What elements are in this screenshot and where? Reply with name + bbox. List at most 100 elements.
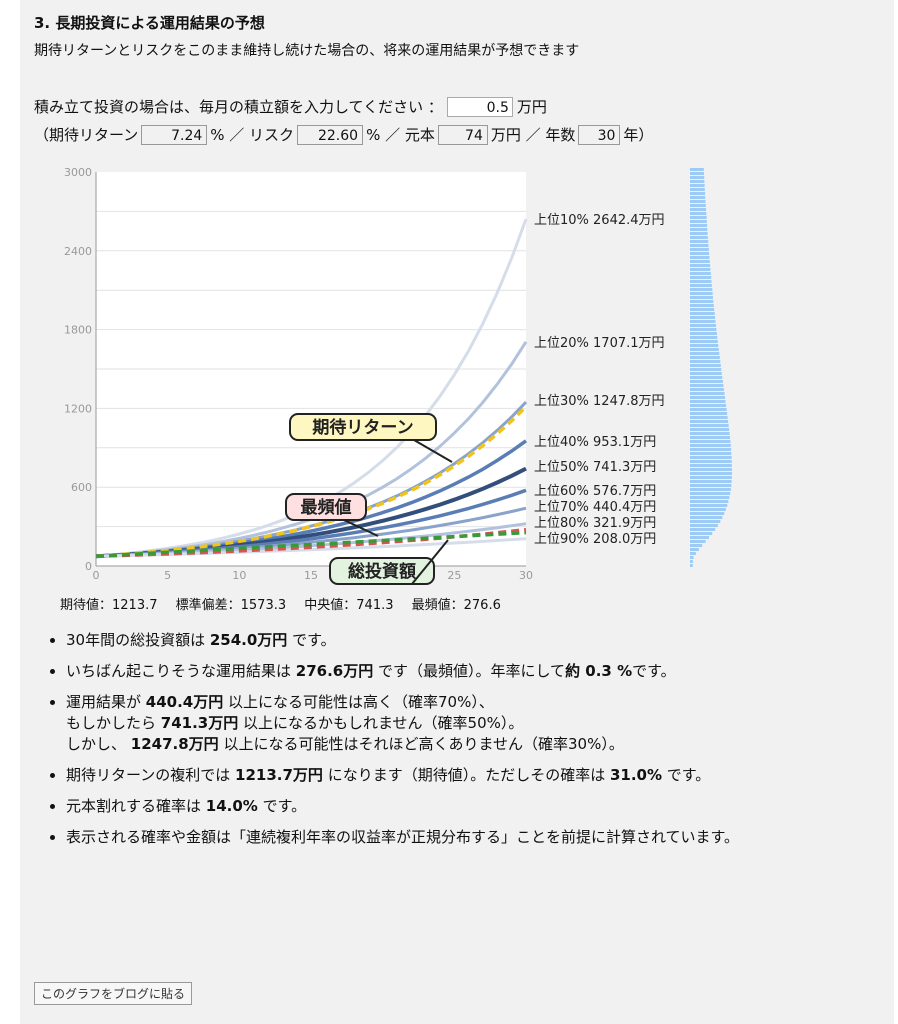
distribution-bar	[690, 332, 717, 335]
distribution-bar	[690, 308, 715, 311]
distribution-bar	[690, 364, 721, 367]
distribution-bar	[690, 456, 732, 459]
series-label: 上位50% 741.3万円	[534, 460, 656, 475]
list-item: 30年間の総投資額は 254.0万円 です。	[66, 630, 886, 651]
distribution-bar	[690, 312, 715, 315]
distribution-bar	[690, 252, 710, 255]
list-item: 運用結果が 440.4万円 以上になる可能性は高く（確率70%）、 もしかしたら…	[66, 692, 886, 755]
principal-value: 74	[437, 124, 488, 145]
distribution-bar	[690, 492, 731, 495]
distribution-bar	[690, 448, 732, 451]
distribution-bar	[690, 376, 723, 379]
distribution-bar	[690, 408, 727, 411]
distribution-bar	[690, 208, 706, 211]
annotation-line	[95, 405, 528, 559]
distribution-bar	[690, 200, 706, 203]
distribution-bar	[690, 504, 728, 507]
distribution-bar	[690, 560, 693, 563]
y-tick-label: 1800	[64, 324, 92, 337]
distribution-bar	[690, 212, 707, 215]
distribution-bar	[690, 204, 706, 207]
monthly-unit: 万円	[516, 98, 547, 116]
distribution-bar	[690, 400, 726, 403]
params-principal-unit: 万円 ／ 年数	[490, 126, 576, 144]
params-open: （期待リターン	[34, 126, 139, 144]
series-label: 上位80% 321.9万円	[534, 516, 656, 531]
distribution-bar	[690, 472, 732, 475]
distribution-bar	[690, 440, 731, 443]
distribution-bar	[690, 372, 722, 375]
x-tick-label: 25	[447, 569, 461, 582]
distribution-bar	[690, 424, 729, 427]
distribution-bar	[690, 468, 732, 471]
distribution-bar	[690, 384, 724, 387]
distribution-bar	[690, 336, 718, 339]
distribution-bar	[690, 520, 721, 523]
distribution-bar	[690, 392, 725, 395]
distribution-bar	[690, 296, 713, 299]
callout-mode-pointer	[343, 519, 379, 537]
series-label: 上位30% 1247.8万円	[534, 394, 665, 409]
list-item: 表示される確率や金額は「連続複利年率の収益率が正規分布する」ことを前提に計算され…	[66, 827, 886, 848]
distribution-bar	[690, 316, 716, 319]
x-tick-label: 15	[304, 569, 318, 582]
distribution-bar	[690, 428, 730, 431]
expected-return-value: 7.24	[141, 124, 208, 145]
distribution-bar	[690, 556, 694, 559]
series-label: 上位90% 208.0万円	[534, 532, 656, 547]
distribution-bar	[690, 500, 729, 503]
distribution-bar	[690, 464, 732, 467]
distribution-bar	[690, 284, 712, 287]
distribution-bar	[690, 216, 707, 219]
distribution-bar	[690, 196, 706, 199]
content-panel: 3. 長期投資による運用結果の予想 期待リターンとリスクをこのまま維持し続けた場…	[20, 0, 894, 1024]
series-label: 上位10% 2642.4万円	[534, 213, 665, 228]
series-label: 上位20% 1707.1万円	[534, 336, 665, 351]
series-label: 上位60% 576.7万円	[534, 484, 656, 499]
distribution-bar	[690, 532, 713, 535]
section-subtitle: 期待リターンとリスクをこのまま維持し続けた場合の、将来の運用結果が予想できます	[34, 43, 580, 59]
monthly-amount-input[interactable]: 0.5	[446, 96, 513, 117]
result-list: 30年間の総投資額は 254.0万円 です。 いちばん起こりそうな運用結果は 2…	[34, 630, 886, 858]
distribution-bar	[690, 220, 707, 223]
blog-embed-button[interactable]: このグラフをブログに貼る	[34, 982, 193, 1005]
distribution-bar	[690, 324, 716, 327]
distribution-bar	[690, 564, 693, 567]
params-percent2: % ／ 元本	[366, 126, 435, 144]
distribution-bar	[690, 540, 706, 543]
distribution-bar	[690, 484, 732, 487]
stat-expected: 期待値：1213.7	[60, 598, 158, 613]
distribution-bar	[690, 388, 724, 391]
list-item: いちばん起こりそうな運用結果は 276.6万円 です（最頻値）。年率にして約 0…	[66, 661, 886, 682]
distribution-bar	[690, 184, 705, 187]
distribution-bar	[690, 404, 727, 407]
distribution-bar	[690, 480, 732, 483]
distribution-bar	[690, 300, 714, 303]
distribution-bar	[690, 292, 713, 295]
list-item: 元本割れする確率は 14.0% です。	[66, 796, 886, 817]
distribution-bar	[690, 524, 718, 527]
distribution-bar	[690, 460, 732, 463]
distribution-bar	[690, 348, 719, 351]
callout-total-pointer	[411, 539, 449, 585]
distribution-bar	[690, 552, 696, 555]
callout-mode-box	[285, 493, 367, 521]
distribution-bar	[690, 380, 723, 383]
distribution-bar	[690, 172, 704, 175]
y-tick-label: 2400	[64, 245, 92, 258]
distribution-bar	[690, 304, 714, 307]
distribution-bar	[690, 192, 706, 195]
distribution-bar	[690, 436, 730, 439]
risk-value: 22.60	[297, 124, 364, 145]
x-tick-label: 10	[232, 569, 246, 582]
distribution-bar	[690, 264, 711, 267]
distribution-bar	[690, 368, 722, 371]
distribution-bar	[690, 360, 721, 363]
section-title: 3. 長期投資による運用結果の予想	[34, 14, 265, 32]
distribution-bar	[690, 536, 709, 539]
params-percent1: % ／ リスク	[210, 126, 295, 144]
monthly-row: 積み立て投資の場合は、毎月の積立額を入力してください ： 0.5 万円	[34, 96, 547, 117]
distribution-bar	[690, 344, 719, 347]
distribution-bar	[690, 496, 730, 499]
distribution-bar	[690, 452, 732, 455]
